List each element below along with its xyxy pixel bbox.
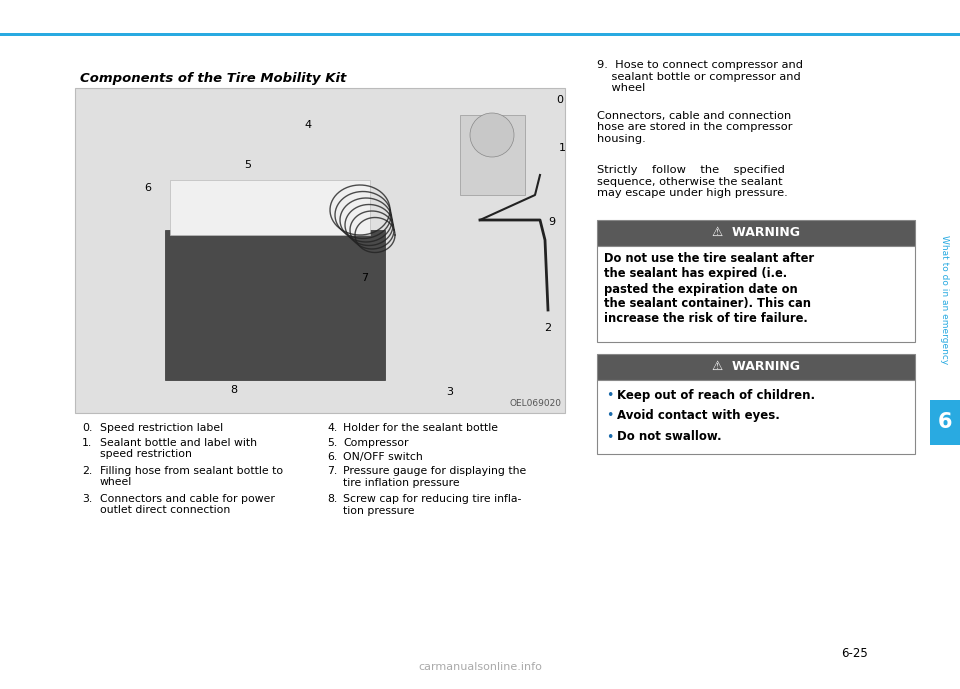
Text: •: • (606, 389, 613, 402)
Text: Filling hose from sealant bottle to
wheel: Filling hose from sealant bottle to whee… (100, 466, 283, 487)
Bar (170, 180, 370, 235)
Text: 5.: 5. (327, 438, 337, 447)
Bar (597, 220, 915, 245)
Text: 0.: 0. (82, 423, 92, 433)
Text: Holder for the sealant bottle: Holder for the sealant bottle (343, 423, 498, 433)
Bar (460, 115, 525, 195)
Text: Do not swallow.: Do not swallow. (617, 431, 722, 444)
Text: Screw cap for reducing tire infla-
tion pressure: Screw cap for reducing tire infla- tion … (343, 495, 521, 516)
Text: carmanualsonline.info: carmanualsonline.info (418, 662, 542, 672)
Text: 7.: 7. (327, 466, 337, 477)
Text: 6-25: 6-25 (841, 647, 868, 660)
Text: 6.: 6. (327, 452, 337, 462)
Bar (597, 380, 915, 453)
Text: Speed restriction label: Speed restriction label (100, 423, 223, 433)
Text: ⚠  WARNING: ⚠ WARNING (712, 360, 800, 373)
Bar (165, 230, 385, 380)
Bar (930, 400, 960, 445)
Text: Keep out of reach of children.: Keep out of reach of children. (617, 389, 815, 402)
Text: Avoid contact with eyes.: Avoid contact with eyes. (617, 409, 780, 422)
Text: OEL069020: OEL069020 (509, 399, 561, 408)
Text: 6: 6 (145, 183, 152, 193)
Text: 3: 3 (446, 387, 453, 397)
Text: Sealant bottle and label with
speed restriction: Sealant bottle and label with speed rest… (100, 438, 257, 459)
Text: 0: 0 (557, 95, 564, 105)
Text: 2.: 2. (82, 466, 92, 475)
Bar (0, 33, 960, 36)
Text: 4: 4 (304, 120, 312, 130)
Text: ON/OFF switch: ON/OFF switch (343, 452, 422, 462)
Text: 9.  Hose to connect compressor and
    sealant bottle or compressor and
    whee: 9. Hose to connect compressor and sealan… (597, 60, 803, 93)
Circle shape (470, 113, 514, 157)
Text: Connectors, cable and connection
hose are stored in the compressor
housing.: Connectors, cable and connection hose ar… (597, 110, 793, 144)
Text: 4.: 4. (327, 423, 337, 433)
Bar (597, 245, 915, 342)
Text: 8: 8 (230, 385, 237, 395)
Text: 2: 2 (544, 323, 552, 333)
Bar (75, 88, 565, 413)
Text: •: • (606, 409, 613, 422)
Bar (597, 353, 915, 380)
Text: 6: 6 (938, 413, 952, 433)
Text: Connectors and cable for power
outlet direct connection: Connectors and cable for power outlet di… (100, 493, 275, 515)
Text: 1.: 1. (82, 438, 92, 447)
Text: 1: 1 (559, 143, 565, 153)
Text: 7: 7 (361, 273, 369, 283)
Text: ⚠  WARNING: ⚠ WARNING (712, 226, 800, 239)
Text: 9: 9 (548, 217, 556, 227)
Text: 3.: 3. (82, 493, 92, 504)
Text: •: • (606, 431, 613, 444)
Text: 8.: 8. (327, 495, 337, 504)
Text: 5: 5 (245, 160, 252, 170)
Text: Do not use the tire sealant after
the sealant has expired (i.e.
pasted the expir: Do not use the tire sealant after the se… (604, 252, 814, 325)
Text: Compressor: Compressor (343, 438, 409, 447)
Text: Pressure gauge for displaying the
tire inflation pressure: Pressure gauge for displaying the tire i… (343, 466, 526, 488)
Text: Strictly    follow    the    specified
sequence, otherwise the sealant
may escap: Strictly follow the specified sequence, … (597, 165, 788, 198)
Text: Components of the Tire Mobility Kit: Components of the Tire Mobility Kit (80, 72, 347, 85)
Text: What to do in an emergency: What to do in an emergency (941, 236, 949, 364)
